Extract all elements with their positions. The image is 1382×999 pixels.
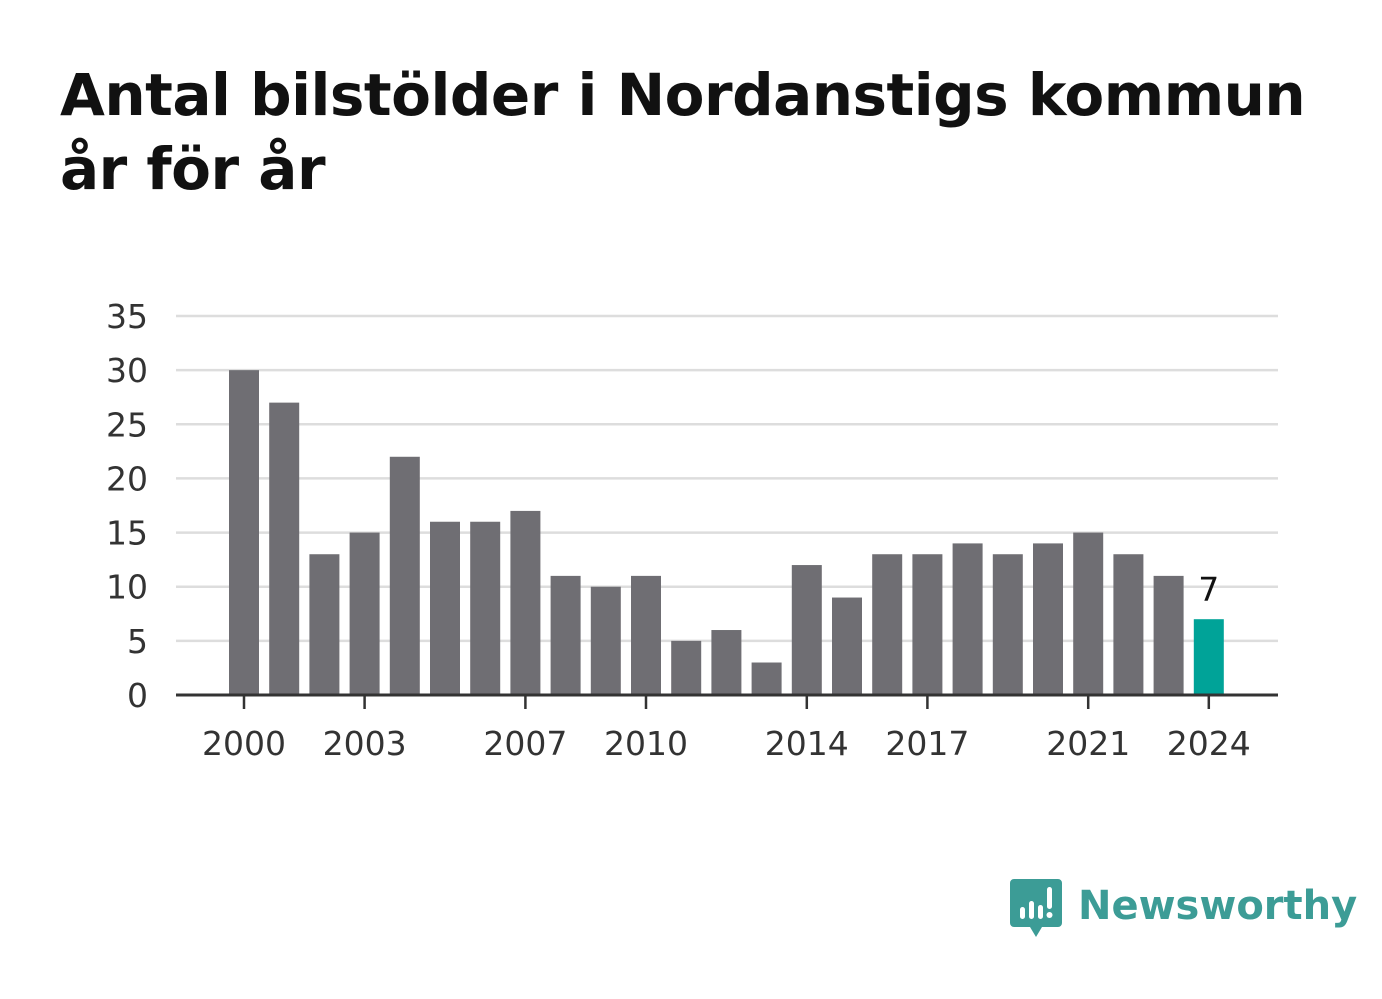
axes: 0 5 10 15 20 25 30 35 2000 2003 2007 2010 2014 2017 20… [106,297,1278,763]
x-tick-label-2003: 2003 [323,724,407,763]
bar-2001 [269,402,300,695]
x-tick-label-2021: 2021 [1046,724,1130,763]
bar-2024 [1193,619,1224,695]
bar-2007 [510,510,541,695]
bar-2011 [671,640,702,695]
bar-2009 [590,586,621,695]
y-tick-label-5: 5 [127,622,148,661]
newsworthy-logo-icon [1010,879,1062,937]
y-tick-label-10: 10 [106,568,148,607]
newsworthy-brand: Newsworthy [1010,878,1357,942]
y-tick-label-30: 30 [106,351,148,390]
x-tick-label-2007: 2007 [483,724,567,763]
bar-2014 [791,565,822,695]
data-label-2024: 7 [1198,570,1219,609]
bar-2003 [349,532,380,695]
bar-2016 [872,554,903,695]
bar-2004 [389,456,420,695]
chart-title: Antal bilstölder i Nordanstigs kommun år… [60,58,1320,206]
x-tick-label-2024: 2024 [1167,724,1251,763]
bar-2002 [309,554,340,695]
x-tick-label-2017: 2017 [885,724,969,763]
x-tick-label-2000: 2000 [202,724,286,763]
bar-2005 [430,521,460,695]
bar-2021 [1073,532,1104,695]
bar-2006 [470,521,501,695]
bar-2008 [550,575,581,695]
labels: 7 [1198,570,1219,609]
y-tick-label-15: 15 [106,514,148,553]
bar-2018 [952,543,983,695]
bar-2017 [912,554,943,695]
bar-2013 [751,662,782,695]
y-tick-label-20: 20 [106,459,148,498]
bar-2015 [832,597,862,695]
chart-title-line-1: Antal bilstölder i Nordanstigs kommun [60,61,1306,129]
bar-2012 [711,630,742,695]
bar-2022 [1113,554,1144,695]
brand-name: Newsworthy [1078,883,1358,929]
bar-2019 [992,554,1023,695]
y-tick-label-25: 25 [106,405,148,444]
bar-2020 [1033,543,1063,695]
chart-title-line-2: år för år [60,135,326,203]
bar-2010 [631,575,661,695]
y-tick-label-0: 0 [127,676,148,715]
bars [229,370,1224,695]
x-tick-label-2010: 2010 [604,724,688,763]
x-tick-label-2014: 2014 [765,724,849,763]
y-tick-label-35: 35 [106,297,148,336]
bar-2000 [229,370,259,695]
gridlines [176,314,1278,643]
bar-2023 [1153,575,1184,695]
